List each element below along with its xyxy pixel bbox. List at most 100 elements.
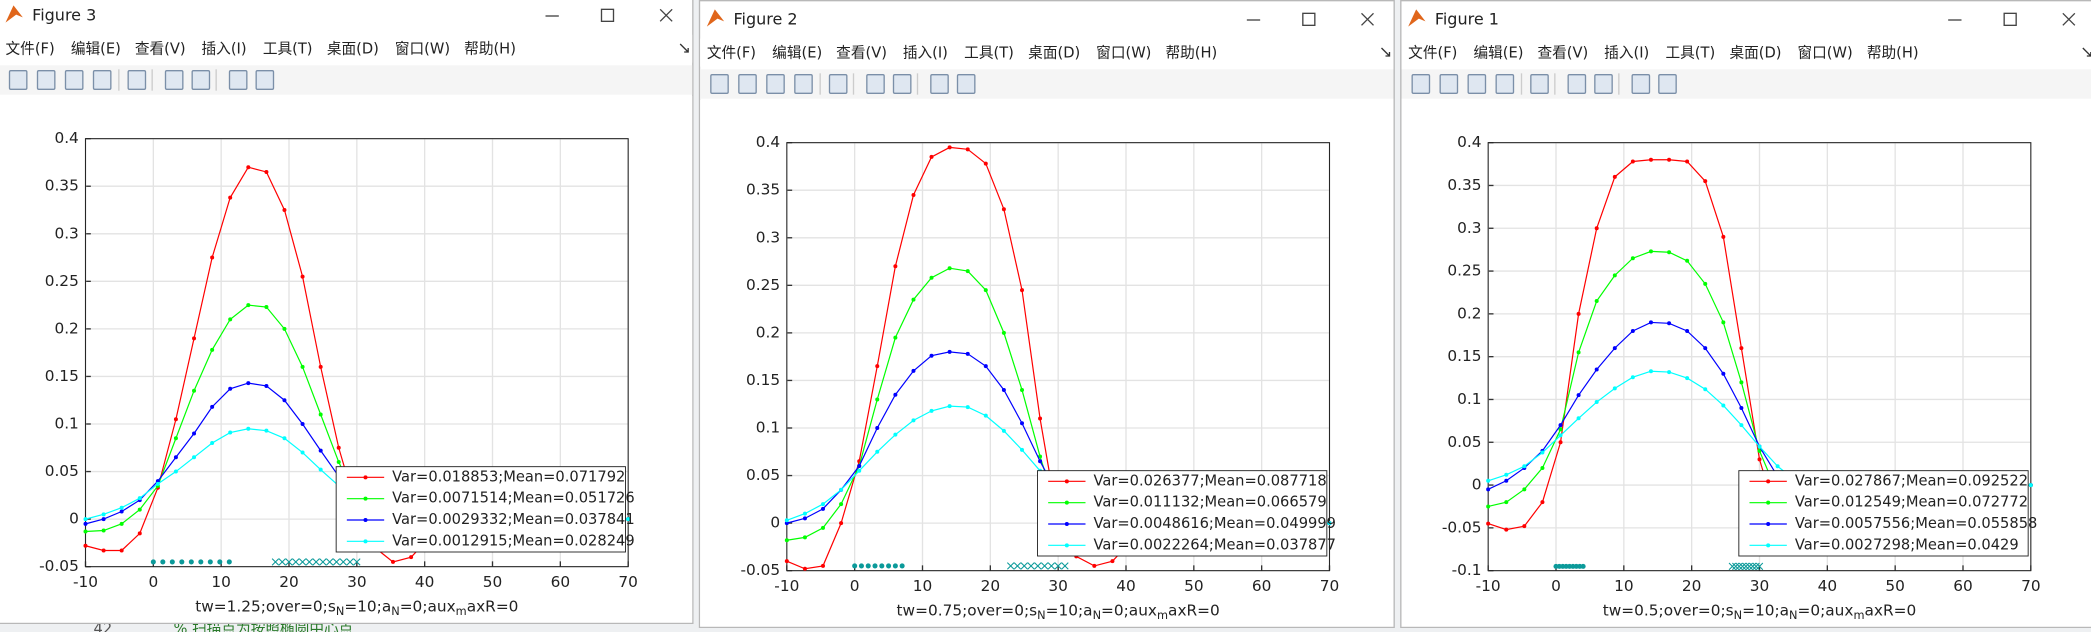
toolbar-button[interactable] bbox=[36, 70, 56, 90]
toolbar-button[interactable] bbox=[228, 70, 248, 90]
data-marker bbox=[802, 535, 807, 540]
data-marker bbox=[1110, 559, 1115, 564]
y-tick-label: 0.1 bbox=[54, 415, 78, 433]
toolbar-button[interactable] bbox=[1631, 74, 1651, 94]
data-marker bbox=[1504, 478, 1509, 483]
toolbar-button[interactable] bbox=[930, 74, 949, 94]
menu-item[interactable]: 文件(F) bbox=[6, 40, 55, 57]
toolbar-button[interactable] bbox=[1411, 74, 1431, 94]
menu-item[interactable]: 文件(F) bbox=[707, 44, 756, 61]
data-marker bbox=[911, 368, 916, 373]
menu-item[interactable]: 插入(I) bbox=[202, 40, 247, 57]
toolbar-button[interactable] bbox=[1567, 74, 1587, 94]
toolbar-button[interactable] bbox=[92, 70, 112, 90]
menu-item[interactable]: 窗口(W) bbox=[395, 39, 450, 57]
maximize-button[interactable] bbox=[2003, 12, 2017, 26]
toolbar bbox=[0, 65, 693, 95]
y-tick-label: 0.2 bbox=[756, 323, 780, 341]
menu-item[interactable]: 帮助(H) bbox=[1867, 44, 1919, 61]
toolbar-button[interactable] bbox=[8, 70, 28, 90]
data-marker bbox=[875, 426, 880, 430]
data-marker bbox=[1576, 350, 1581, 355]
dock-arrow[interactable] bbox=[679, 43, 689, 53]
data-marker bbox=[965, 351, 970, 356]
toolbar-button[interactable] bbox=[1467, 74, 1487, 94]
toolbar-button[interactable] bbox=[794, 74, 813, 94]
menu-item[interactable]: 工具(T) bbox=[263, 40, 313, 57]
dock-arrow[interactable] bbox=[1381, 47, 1391, 57]
close-button[interactable] bbox=[2062, 12, 2076, 26]
data-marker bbox=[336, 460, 341, 465]
toolbar-button[interactable] bbox=[1439, 74, 1459, 94]
menu-item[interactable]: 编辑(E) bbox=[71, 40, 121, 57]
data-marker bbox=[1612, 273, 1617, 278]
menu-item[interactable]: 编辑(E) bbox=[1474, 44, 1524, 61]
data-marker bbox=[839, 487, 844, 492]
menu-item[interactable]: 桌面(D) bbox=[1028, 44, 1080, 61]
data-marker bbox=[1540, 450, 1545, 455]
close-button[interactable] bbox=[659, 8, 673, 22]
data-marker bbox=[1020, 447, 1025, 452]
legend-label: Var=0.0022264;Mean=0.037877 bbox=[1094, 536, 1337, 553]
x-tick-label: 60 bbox=[1252, 577, 1272, 595]
data-marker bbox=[820, 563, 825, 568]
toolbar-button[interactable] bbox=[64, 70, 84, 90]
menu-item[interactable]: 桌面(D) bbox=[327, 40, 379, 57]
data-marker bbox=[893, 264, 898, 269]
menu-item[interactable]: 插入(I) bbox=[903, 44, 948, 61]
close-button[interactable] bbox=[1361, 12, 1374, 26]
y-tick-label: 0.05 bbox=[1447, 433, 1481, 451]
menu-item[interactable]: 插入(I) bbox=[1604, 44, 1649, 61]
toolbar-button[interactable] bbox=[1658, 74, 1677, 94]
data-marker bbox=[1703, 179, 1708, 184]
menu-item[interactable]: 查看(V) bbox=[135, 40, 186, 57]
toolbar-button[interactable] bbox=[710, 74, 729, 94]
toolbar-button[interactable] bbox=[828, 74, 848, 94]
menu-item[interactable]: 桌面(D) bbox=[1730, 44, 1782, 61]
maximize-button[interactable] bbox=[600, 8, 615, 22]
menu-item[interactable]: 工具(T) bbox=[964, 44, 1014, 61]
chart: -0.05 0 0.05 0.1 0.15 0.2 0.25 0.3 0.35 0.4 -10 0 10… bbox=[740, 133, 1339, 622]
matlab-icon bbox=[1408, 9, 1426, 27]
menu-item[interactable]: 帮助(H) bbox=[1166, 44, 1218, 61]
data-marker bbox=[210, 255, 215, 260]
toolbar-button[interactable] bbox=[164, 70, 184, 90]
toolbar-button[interactable] bbox=[191, 70, 211, 90]
toolbar-button[interactable] bbox=[127, 70, 147, 90]
data-marker bbox=[119, 505, 124, 510]
menu-item[interactable]: 工具(T) bbox=[1666, 44, 1716, 61]
menu-item[interactable]: 帮助(H) bbox=[464, 40, 516, 57]
menu-item[interactable]: 编辑(E) bbox=[772, 44, 822, 61]
maximize-button[interactable] bbox=[1302, 12, 1316, 26]
toolbar-button[interactable] bbox=[892, 74, 912, 94]
data-marker bbox=[1739, 346, 1744, 351]
menu-item[interactable]: 窗口(W) bbox=[1096, 43, 1151, 61]
chart: -0.05 0 0.05 0.1 0.15 0.2 0.25 0.3 0.35 0.4 -10 0 10… bbox=[39, 129, 638, 618]
x-tick-label: 0 bbox=[850, 577, 860, 595]
data-marker bbox=[1540, 500, 1545, 505]
data-marker bbox=[1612, 346, 1617, 351]
toolbar-button[interactable] bbox=[1530, 74, 1549, 94]
toolbar-button[interactable] bbox=[255, 70, 275, 90]
menu-item[interactable]: 查看(V) bbox=[836, 44, 887, 61]
toolbar-button[interactable] bbox=[766, 74, 785, 94]
data-marker bbox=[207, 559, 213, 565]
data-marker bbox=[1630, 328, 1635, 333]
menu-item[interactable]: 窗口(W) bbox=[1798, 43, 1853, 61]
data-marker bbox=[1001, 387, 1006, 392]
data-marker bbox=[1667, 250, 1672, 255]
data-marker bbox=[911, 192, 916, 197]
toolbar-button[interactable] bbox=[1594, 74, 1613, 94]
data-marker bbox=[965, 405, 970, 410]
toolbar-button[interactable] bbox=[866, 74, 885, 94]
data-marker bbox=[784, 538, 789, 543]
menu-item[interactable]: 文件(F) bbox=[1408, 44, 1457, 61]
toolbar-button[interactable] bbox=[738, 74, 757, 94]
data-marker bbox=[929, 275, 934, 280]
data-marker bbox=[1558, 423, 1563, 428]
toolbar-button[interactable] bbox=[956, 74, 976, 94]
menu-item[interactable]: 查看(V) bbox=[1538, 44, 1589, 61]
data-marker bbox=[784, 521, 789, 526]
toolbar-button[interactable] bbox=[1495, 74, 1515, 94]
